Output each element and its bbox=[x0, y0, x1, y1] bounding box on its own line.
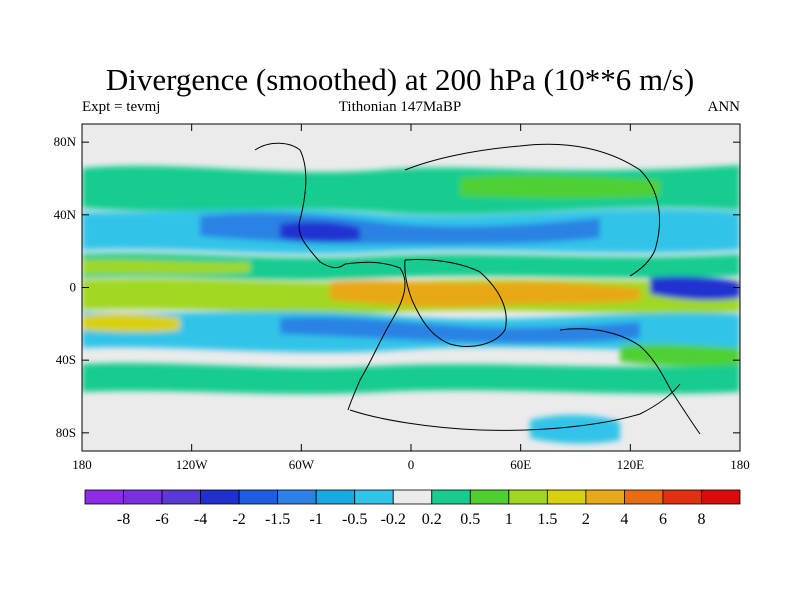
colorbar-swatch bbox=[624, 489, 664, 505]
colorbar-label: 8 bbox=[697, 511, 705, 528]
colorbar-swatch bbox=[546, 489, 587, 505]
colorbar-swatch bbox=[123, 489, 163, 505]
y-tick-label: 40S bbox=[56, 352, 76, 367]
colorbar-swatch bbox=[701, 489, 741, 505]
field-band-pacific-negative bbox=[650, 276, 740, 301]
field-band-tropical-positive-north-core bbox=[82, 259, 250, 274]
colorbar-swatch bbox=[469, 489, 510, 505]
colorbar: -8 -6 -4 -2 -1.5 -1 -0.5 -0.2 0.2 0.5 1 1.5 2 4 6 8 bbox=[84, 489, 741, 528]
colorbar-swatch bbox=[84, 489, 124, 505]
field-band-north-negative-max bbox=[280, 221, 360, 243]
colorbar-label: -2 bbox=[232, 511, 245, 528]
colorbar-swatch bbox=[238, 489, 279, 505]
colorbar-swatch bbox=[508, 489, 548, 505]
colorbar-label: -4 bbox=[194, 511, 207, 528]
colorbar-label: -0.5 bbox=[342, 511, 367, 528]
colorbar-label: 1 bbox=[505, 511, 513, 528]
field-band-south-negative-core bbox=[280, 316, 640, 344]
y-tick-label: 40N bbox=[54, 207, 77, 222]
coastline-africa bbox=[404, 259, 507, 347]
colorbar-swatch bbox=[431, 489, 471, 505]
colorbar-label: -8 bbox=[117, 511, 130, 528]
x-tick-label: 0 bbox=[408, 457, 415, 472]
colorbar-label: 0.5 bbox=[460, 511, 480, 528]
x-tick-label: 180 bbox=[730, 457, 750, 472]
x-tick-label: 120E bbox=[617, 457, 645, 472]
colorbar-swatch bbox=[161, 489, 201, 505]
field-band-south-positive-core bbox=[620, 344, 740, 367]
colorbar-label: -1 bbox=[310, 511, 323, 528]
colorbar-swatch bbox=[200, 489, 240, 505]
coastline-india-australia bbox=[559, 328, 701, 435]
x-tick-label: 60E bbox=[510, 457, 531, 472]
y-tick-label: 80S bbox=[56, 425, 76, 440]
experiment-label: Expt = tevmj bbox=[82, 99, 161, 115]
colorbar-label: -6 bbox=[155, 511, 168, 528]
colorbar-label: 6 bbox=[659, 511, 667, 528]
colorbar-label: 1.5 bbox=[537, 511, 557, 528]
colorbar-label: 2 bbox=[582, 511, 590, 528]
colorbar-label: -0.2 bbox=[381, 511, 406, 528]
field-band-north-positive-core bbox=[460, 174, 660, 199]
field-band-south-pacific-positive bbox=[82, 313, 180, 333]
coastline-north-america bbox=[254, 142, 346, 269]
coastline-eurasia bbox=[404, 143, 661, 277]
colorbar-swatch bbox=[585, 489, 625, 505]
field-patch-southern-ocean bbox=[530, 414, 620, 444]
x-tick-label: 180 bbox=[72, 457, 92, 472]
colorbar-label: 4 bbox=[620, 511, 628, 528]
coastlines bbox=[254, 142, 701, 435]
colorbar-label: 0.2 bbox=[422, 511, 442, 528]
period-label: Tithonian 147MaBP bbox=[338, 99, 462, 115]
y-tick-label: 0 bbox=[70, 280, 77, 295]
divergence-field bbox=[82, 124, 740, 451]
colorbar-swatch bbox=[354, 489, 394, 505]
colorbar-swatch bbox=[277, 489, 317, 505]
x-tick-label: 60W bbox=[289, 457, 315, 472]
colorbar-label: -1.5 bbox=[265, 511, 290, 528]
coastline-gondwana-south bbox=[349, 383, 681, 431]
colorbar-swatch bbox=[315, 489, 356, 505]
field-band-south-positive bbox=[82, 363, 740, 394]
colorbar-swatch bbox=[392, 489, 433, 505]
season-label: ANN bbox=[707, 99, 741, 115]
axis-ticks: 180 120W 60W 0 60E 120E 180 80N 40N 0 40S 80S bbox=[54, 124, 750, 472]
chart-title: Divergence (smoothed) at 200 hPa (10**6 … bbox=[105, 62, 695, 97]
field-band-tropical-positive-north bbox=[82, 253, 740, 280]
x-tick-label: 120W bbox=[176, 457, 209, 472]
y-tick-label: 80N bbox=[54, 134, 77, 149]
colorbar-swatch bbox=[662, 489, 702, 505]
coastline-south-america bbox=[344, 261, 406, 411]
